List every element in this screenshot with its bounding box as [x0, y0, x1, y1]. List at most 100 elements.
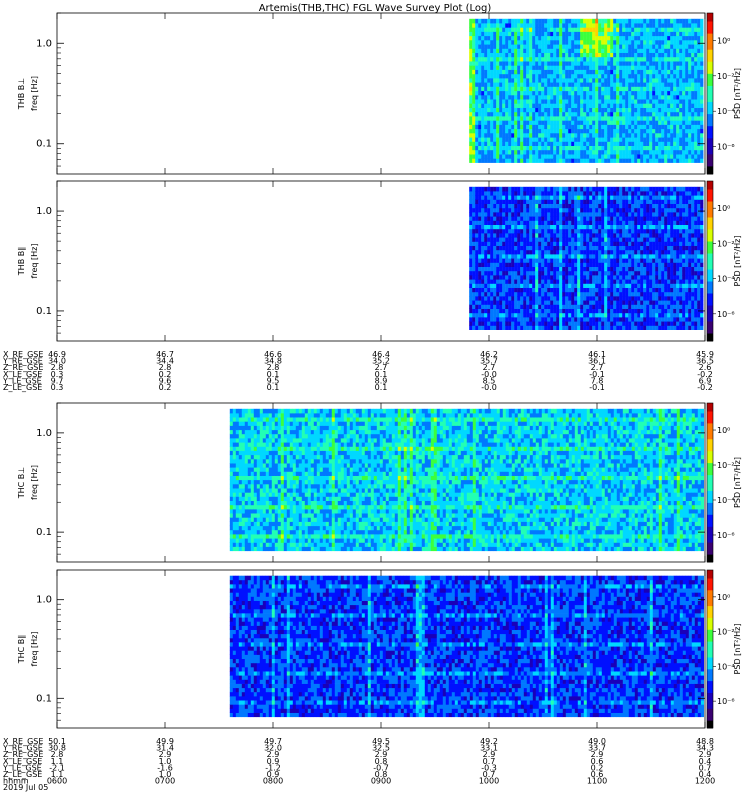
- heatmap-cell: [517, 73, 521, 79]
- heatmap-cell: [511, 308, 515, 314]
- heatmap-cell: [469, 111, 473, 117]
- heatmap-cell: [553, 141, 557, 146]
- heatmap-cell: [568, 224, 572, 230]
- heatmap-cell: [556, 40, 560, 45]
- heatmap-cell: [562, 291, 566, 297]
- heatmap-cell: [700, 23, 704, 28]
- heatmap-cell: [529, 304, 533, 309]
- heatmap-cell: [649, 86, 653, 92]
- heatmap-cell: [505, 249, 509, 255]
- heatmap-cell: [595, 195, 599, 200]
- heatmap-cell: [541, 241, 545, 246]
- heatmap-cell: [487, 120, 491, 125]
- colorbar-segment: [707, 101, 713, 106]
- heatmap-cell: [547, 27, 551, 32]
- heatmap-cell: [586, 94, 590, 100]
- heatmap-cell: [694, 133, 698, 138]
- heatmap-cell: [505, 321, 509, 326]
- heatmap-cell: [490, 18, 494, 24]
- heatmap-cell: [553, 203, 557, 209]
- heatmap-cell: [655, 308, 659, 314]
- heatmap-cell: [700, 65, 704, 70]
- heatmap-cell: [541, 321, 545, 326]
- heatmap-cell: [544, 220, 548, 225]
- heatmap-cell: [586, 73, 590, 79]
- heatmap-cell: [520, 191, 524, 196]
- heatmap-cell: [664, 245, 668, 251]
- heatmap-cell: [469, 266, 473, 272]
- heatmap-cell: [646, 120, 650, 125]
- heatmap-cell: [697, 158, 701, 163]
- heatmap-cell: [616, 23, 620, 28]
- heatmap-cell: [478, 128, 482, 134]
- heatmap-cell: [523, 56, 527, 62]
- heatmap-cell: [577, 56, 581, 62]
- heatmap-cell: [532, 262, 536, 267]
- heatmap-cell: [592, 73, 596, 79]
- heatmap-cell: [694, 111, 698, 117]
- heatmap-cell: [619, 124, 623, 130]
- heatmap-cell: [616, 296, 620, 301]
- heatmap-cell: [523, 245, 527, 251]
- heatmap-cell: [577, 312, 581, 318]
- heatmap-cell: [505, 154, 509, 159]
- heatmap-cell: [583, 203, 587, 209]
- heatmap-cell: [610, 304, 614, 309]
- heatmap-cell: [586, 158, 590, 163]
- heatmap-cell: [649, 103, 653, 108]
- heatmap-cell: [586, 35, 590, 41]
- heatmap-cell: [649, 133, 653, 138]
- heatmap-cell: [673, 78, 677, 83]
- heatmap-cell: [478, 266, 482, 272]
- heatmap-cell: [610, 116, 614, 121]
- heatmap-cell: [559, 317, 563, 322]
- heatmap-cell: [604, 304, 608, 309]
- heatmap-cell: [553, 90, 557, 96]
- heatmap-cell: [571, 186, 575, 192]
- heatmap-cell: [481, 103, 485, 108]
- heatmap-cell: [511, 304, 515, 309]
- heatmap-cell: [571, 279, 575, 284]
- heatmap-cell: [562, 304, 566, 309]
- heatmap-cell: [649, 325, 653, 330]
- heatmap-cell: [493, 300, 497, 305]
- heatmap-cell: [502, 82, 506, 87]
- heatmap-cell: [592, 65, 596, 70]
- heatmap-cell: [619, 137, 623, 142]
- heatmap-cell: [580, 137, 584, 142]
- heatmap-cell: [580, 220, 584, 225]
- heatmap-cell: [649, 52, 653, 58]
- heatmap-cell: [565, 300, 569, 305]
- heatmap-cell: [682, 82, 686, 87]
- heatmap-cell: [679, 124, 683, 130]
- heatmap-cell: [598, 120, 602, 125]
- heatmap-cell: [487, 94, 491, 100]
- heatmap-cell: [661, 191, 665, 196]
- heatmap-cell: [637, 270, 641, 276]
- heatmap-cell: [625, 245, 629, 251]
- heatmap-cell: [574, 31, 578, 37]
- heatmap-cell: [628, 237, 632, 242]
- heatmap-cell: [607, 107, 611, 113]
- heatmap-cell: [553, 317, 557, 322]
- heatmap-cell: [472, 304, 476, 309]
- heatmap-cell: [508, 195, 512, 200]
- heatmap-cell: [544, 224, 548, 230]
- heatmap-cell: [676, 86, 680, 92]
- heatmap-cell: [490, 291, 494, 297]
- heatmap-cell: [505, 228, 509, 234]
- heatmap-cell: [565, 312, 569, 318]
- heatmap-cell: [577, 99, 581, 104]
- heatmap-cell: [547, 266, 551, 272]
- heatmap-cell: [601, 137, 605, 142]
- heatmap-cell: [610, 40, 614, 45]
- heatmap-cell: [625, 48, 629, 53]
- heatmap-cell: [592, 241, 596, 246]
- heatmap-cell: [535, 224, 539, 230]
- heatmap-cell: [502, 237, 506, 242]
- heatmap-cell: [691, 52, 695, 58]
- heatmap-cell: [544, 94, 548, 100]
- heatmap-cell: [529, 317, 533, 322]
- heatmap-cell: [667, 304, 671, 309]
- heatmap-cell: [607, 300, 611, 305]
